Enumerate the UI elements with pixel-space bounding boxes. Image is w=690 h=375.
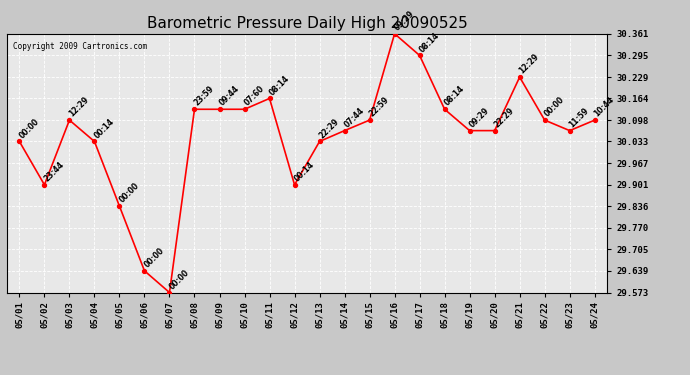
Point: [539, 117, 550, 123]
Point: [389, 31, 400, 37]
Text: 23:44: 23:44: [42, 160, 66, 183]
Point: [439, 106, 450, 112]
Point: [514, 74, 525, 80]
Text: 00:00: 00:00: [17, 117, 41, 140]
Text: 12:29: 12:29: [518, 52, 541, 76]
Text: 22:29: 22:29: [493, 106, 516, 129]
Point: [114, 203, 125, 209]
Point: [414, 53, 425, 58]
Text: 23:59: 23:59: [193, 84, 216, 108]
Text: 22:59: 22:59: [367, 95, 391, 119]
Point: [364, 117, 375, 123]
Text: 08:14: 08:14: [442, 84, 466, 108]
Point: [189, 106, 200, 112]
Text: 00:14: 00:14: [293, 160, 316, 183]
Text: 00:00: 00:00: [142, 246, 166, 270]
Text: Copyright 2009 Cartronics.com: Copyright 2009 Cartronics.com: [13, 42, 147, 51]
Point: [264, 96, 275, 102]
Point: [314, 138, 325, 144]
Point: [64, 117, 75, 123]
Text: 10:44: 10:44: [593, 95, 616, 119]
Point: [239, 106, 250, 112]
Point: [39, 182, 50, 188]
Text: 12:29: 12:29: [67, 95, 90, 119]
Point: [14, 138, 25, 144]
Point: [139, 268, 150, 274]
Point: [89, 138, 100, 144]
Point: [289, 182, 300, 188]
Point: [214, 106, 225, 112]
Text: 08:14: 08:14: [267, 74, 291, 97]
Point: [164, 290, 175, 296]
Text: 09:29: 09:29: [393, 9, 416, 32]
Point: [489, 128, 500, 134]
Text: 00:00: 00:00: [167, 268, 190, 291]
Text: 08:14: 08:14: [417, 30, 441, 54]
Point: [564, 128, 575, 134]
Text: 07:60: 07:60: [242, 84, 266, 108]
Text: 09:44: 09:44: [217, 84, 241, 108]
Text: 00:00: 00:00: [117, 182, 141, 205]
Text: 22:29: 22:29: [317, 117, 341, 140]
Text: 00:14: 00:14: [92, 117, 116, 140]
Text: 09:29: 09:29: [467, 106, 491, 129]
Point: [589, 117, 600, 123]
Point: [339, 128, 350, 134]
Text: 07:44: 07:44: [342, 106, 366, 129]
Text: 11:59: 11:59: [567, 106, 591, 129]
Title: Barometric Pressure Daily High 20090525: Barometric Pressure Daily High 20090525: [147, 16, 467, 31]
Point: [464, 128, 475, 134]
Text: 00:00: 00:00: [542, 95, 566, 119]
